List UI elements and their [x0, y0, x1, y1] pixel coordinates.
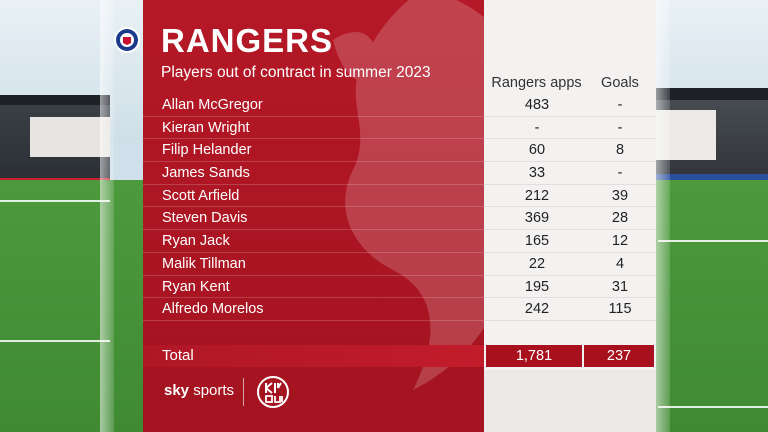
player-goals: -	[617, 97, 623, 113]
row-divider	[143, 251, 484, 253]
footer-divider	[243, 378, 244, 406]
table-row: James Sands 33 -	[143, 162, 656, 185]
table-row: Malik Tillman 22 4	[143, 253, 656, 276]
table-row: Ryan Jack 165 12	[143, 230, 656, 253]
player-goals: 28	[611, 210, 629, 227]
pitch-line	[0, 340, 110, 342]
table-row: Alfredo Morelos 242 115	[143, 298, 656, 321]
pitch-line	[658, 406, 768, 408]
player-name: Malik Tillman	[162, 255, 246, 272]
total-apps-box	[486, 345, 582, 367]
player-goals: -	[617, 165, 623, 182]
total-label: Total	[162, 347, 194, 364]
player-goals: 12	[611, 233, 629, 250]
club-name: RANGERS	[161, 22, 334, 59]
left-stand	[0, 95, 110, 190]
row-divider	[484, 115, 656, 117]
row-divider	[484, 319, 656, 321]
table-row: Ryan Kent 195 31	[143, 276, 656, 299]
row-divider	[143, 161, 484, 163]
total-row	[143, 345, 484, 367]
player-goals: 8	[615, 142, 625, 159]
kick-out-logo-icon	[257, 376, 289, 408]
row-divider	[484, 274, 656, 276]
player-apps: 60	[528, 142, 546, 159]
player-name: Ryan Kent	[162, 278, 230, 295]
total-apps: 1,781	[515, 348, 553, 364]
table-row: Scott Arfield 212 39	[143, 185, 656, 208]
column-header-goals: Goals	[601, 75, 639, 91]
player-name: James Sands	[162, 165, 250, 182]
table-row: Allan McGregor 483 -	[143, 94, 656, 117]
sky-logo-text: sky	[164, 382, 190, 399]
row-divider	[143, 297, 484, 299]
player-name: Steven Davis	[162, 210, 248, 227]
stats-panel-footer	[484, 370, 656, 432]
player-apps: 33	[528, 165, 546, 182]
left-stand-wall	[30, 117, 110, 157]
left-stand-roof	[0, 95, 110, 105]
lion-watermark-icon	[333, 0, 484, 390]
player-apps: 195	[524, 278, 550, 295]
player-goals: 39	[611, 187, 629, 204]
row-divider	[484, 229, 656, 231]
rangers-crest-icon	[114, 27, 140, 53]
player-apps: 212	[524, 187, 550, 204]
row-divider	[484, 183, 656, 185]
row-divider	[484, 161, 656, 163]
sky-sports-logo: sky sports	[164, 383, 234, 399]
total-goals-box	[584, 345, 654, 367]
row-divider	[143, 206, 484, 208]
player-apps: 369	[524, 210, 550, 227]
pitch-line	[658, 240, 768, 242]
column-header-apps: Rangers apps	[491, 75, 582, 91]
sports-logo-text: sports	[193, 382, 235, 399]
player-name: Allan McGregor	[162, 97, 263, 113]
row-divider	[143, 138, 484, 140]
row-divider	[484, 138, 656, 140]
row-divider	[484, 251, 656, 253]
row-divider	[143, 274, 484, 276]
row-divider	[143, 183, 484, 185]
player-apps: 22	[528, 255, 546, 272]
row-divider	[143, 319, 484, 321]
right-stand	[656, 88, 768, 188]
advertising-board-right	[656, 174, 768, 182]
player-apps: 165	[524, 233, 550, 250]
player-name: Kieran Wright	[162, 119, 250, 136]
player-apps: 483	[524, 97, 550, 113]
glass-edge-right	[656, 0, 670, 432]
player-name: Scott Arfield	[162, 187, 240, 204]
row-divider	[484, 297, 656, 299]
player-goals: 31	[611, 278, 629, 295]
table-subtitle: Players out of contract in summer 2023	[161, 64, 431, 81]
row-divider	[143, 229, 484, 231]
player-apps: 242	[524, 301, 550, 318]
player-name: Alfredo Morelos	[162, 301, 264, 318]
player-goals: 115	[608, 301, 632, 318]
table-row: Kieran Wright - -	[143, 117, 656, 140]
player-goals: 4	[615, 255, 625, 272]
glass-edge-left	[100, 0, 114, 432]
player-goals: -	[617, 119, 623, 136]
player-apps: -	[534, 119, 540, 136]
table-row: Steven Davis 369 28	[143, 207, 656, 231]
pitch-line	[0, 200, 110, 202]
row-divider	[484, 206, 656, 208]
row-divider	[143, 115, 484, 117]
player-name: Ryan Jack	[162, 233, 230, 250]
total-goals: 237	[606, 348, 632, 364]
right-stand-roof	[656, 88, 768, 100]
player-table: Allan McGregor 483 - Kieran Wright - - F…	[143, 94, 656, 321]
player-name: Filip Helander	[162, 142, 252, 159]
table-row: Filip Helander 60 8	[143, 139, 656, 163]
